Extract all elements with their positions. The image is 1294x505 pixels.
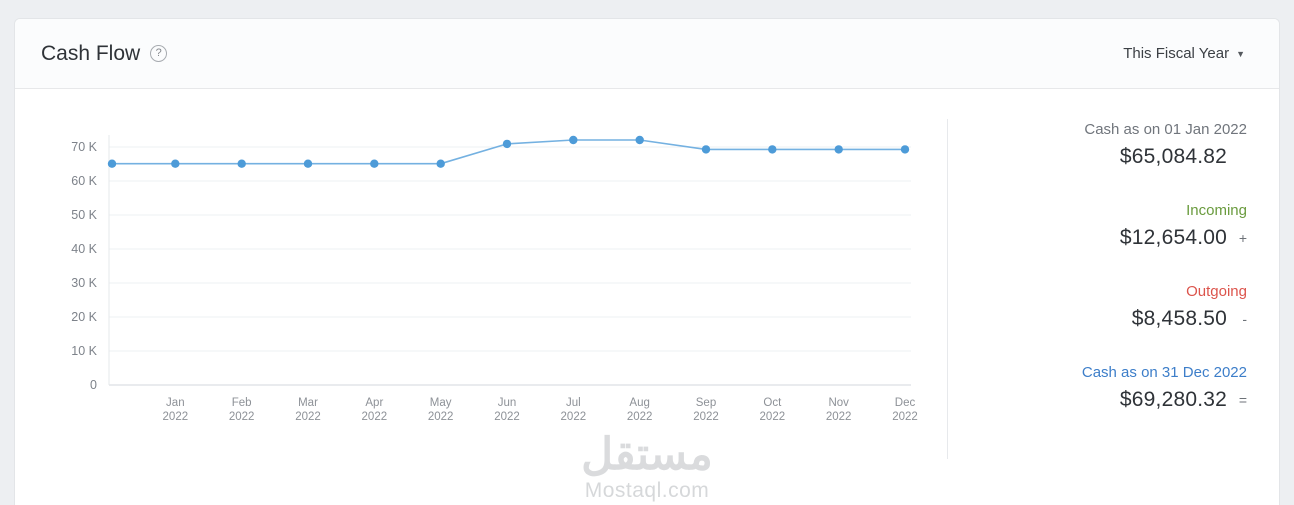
svg-text:2022: 2022 bbox=[892, 411, 918, 423]
svg-text:Nov: Nov bbox=[828, 397, 849, 409]
outgoing-amount: $8,458.50 bbox=[1131, 307, 1227, 330]
cashflow-chart-svg: 0 10 K 20 K 30 K 40 K 50 K 60 K 70 K Jan 2022 Feb 2… bbox=[71, 135, 918, 423]
svg-text:2022: 2022 bbox=[229, 411, 255, 423]
opening-balance-amount: $65,084.82 bbox=[1119, 145, 1227, 168]
incoming-amount: $12,654.00 bbox=[1119, 226, 1227, 249]
svg-text:70 K: 70 K bbox=[71, 140, 97, 154]
svg-text:Sep: Sep bbox=[696, 397, 716, 409]
svg-text:2022: 2022 bbox=[428, 411, 454, 423]
summary-row-outgoing: Outgoing $8,458.50 - bbox=[948, 283, 1247, 331]
opening-balance-label: Cash as on 01 Jan 2022 bbox=[1084, 121, 1247, 138]
svg-text:Jul: Jul bbox=[566, 397, 581, 409]
chevron-down-icon: ▼ bbox=[1236, 48, 1245, 59]
svg-text:10 K: 10 K bbox=[71, 344, 97, 358]
svg-text:May: May bbox=[430, 397, 452, 409]
cash-flow-chart: 0 10 K 20 K 30 K 40 K 50 K 60 K 70 K Jan 2022 Feb 2… bbox=[15, 89, 947, 505]
summary-row-opening-balance: Cash as on 01 Jan 2022 $65,084.82 bbox=[948, 121, 1247, 169]
fiscal-year-dropdown[interactable]: This Fiscal Year ▼ bbox=[1123, 45, 1245, 62]
svg-text:2022: 2022 bbox=[362, 411, 388, 423]
svg-text:2022: 2022 bbox=[826, 411, 852, 423]
incoming-amount-line: $12,654.00 + bbox=[948, 226, 1247, 250]
svg-text:Jun: Jun bbox=[498, 397, 517, 409]
outgoing-amount-line: $8,458.50 - bbox=[948, 307, 1247, 331]
svg-text:2022: 2022 bbox=[760, 411, 786, 423]
summary-row-closing-balance: Cash as on 31 Dec 2022 $69,280.32 = bbox=[948, 364, 1247, 412]
plus-operator: + bbox=[1238, 230, 1247, 246]
svg-text:Oct: Oct bbox=[763, 397, 782, 409]
svg-text:Feb: Feb bbox=[232, 397, 252, 409]
svg-text:30 K: 30 K bbox=[71, 276, 97, 290]
closing-balance-link[interactable]: Cash as on 31 Dec 2022 bbox=[1081, 364, 1247, 381]
fiscal-year-label: This Fiscal Year bbox=[1123, 45, 1230, 62]
svg-text:50 K: 50 K bbox=[71, 208, 97, 222]
svg-text:2022: 2022 bbox=[295, 411, 321, 423]
svg-text:2022: 2022 bbox=[561, 411, 587, 423]
widget-body: 0 10 K 20 K 30 K 40 K 50 K 60 K 70 K Jan 2022 Feb 2… bbox=[15, 89, 1279, 505]
svg-text:Apr: Apr bbox=[365, 397, 383, 409]
summary-panel: Cash as on 01 Jan 2022 $65,084.82 Incomi… bbox=[947, 119, 1279, 459]
widget-header: Cash Flow ? This Fiscal Year ▼ bbox=[15, 19, 1279, 89]
svg-text:60 K: 60 K bbox=[71, 174, 97, 188]
closing-balance-amount-line: $69,280.32 = bbox=[948, 388, 1247, 412]
outgoing-label: Outgoing bbox=[1186, 283, 1247, 300]
incoming-label: Incoming bbox=[1186, 202, 1247, 219]
summary-row-incoming: Incoming $12,654.00 + bbox=[948, 202, 1247, 250]
cash-flow-widget: Cash Flow ? This Fiscal Year ▼ 0 10 K 20 K… bbox=[14, 18, 1280, 505]
svg-text:Aug: Aug bbox=[629, 397, 649, 409]
svg-text:20 K: 20 K bbox=[71, 310, 97, 324]
closing-balance-amount: $69,280.32 bbox=[1119, 388, 1227, 411]
minus-operator: - bbox=[1242, 311, 1247, 327]
widget-title: Cash Flow bbox=[41, 41, 141, 65]
svg-text:Mar: Mar bbox=[298, 397, 318, 409]
svg-text:2022: 2022 bbox=[494, 411, 520, 423]
svg-text:Dec: Dec bbox=[895, 397, 916, 409]
svg-text:Jan: Jan bbox=[166, 397, 185, 409]
opening-balance-amount-line: $65,084.82 bbox=[948, 145, 1247, 169]
svg-text:2022: 2022 bbox=[693, 411, 719, 423]
svg-text:2022: 2022 bbox=[627, 411, 653, 423]
help-icon[interactable]: ? bbox=[150, 45, 168, 62]
svg-text:40 K: 40 K bbox=[71, 242, 97, 256]
svg-text:0: 0 bbox=[90, 378, 97, 392]
svg-text:2022: 2022 bbox=[163, 411, 189, 423]
equals-operator: = bbox=[1238, 392, 1247, 408]
